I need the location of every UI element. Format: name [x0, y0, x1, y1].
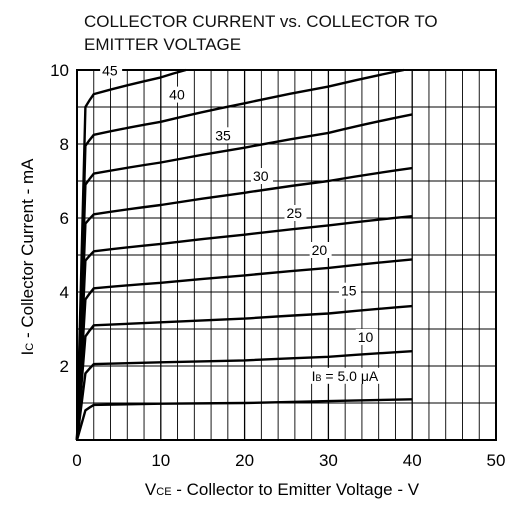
x-tick-label: 50	[487, 451, 506, 470]
plot-frame	[76, 69, 497, 441]
y-tick-label: 6	[60, 209, 69, 228]
curve-ib-30	[75, 166, 413, 441]
y-axis-label-sub: C	[24, 343, 36, 351]
curve-label: 35	[215, 127, 231, 143]
x-tick-label: 0	[72, 451, 81, 470]
y-axis-ticks: 2 4 6 8 10	[50, 61, 69, 376]
curves	[75, 68, 413, 441]
y-axis-label-main: I	[18, 351, 37, 356]
curve-label-sub: B	[316, 373, 322, 383]
curve-label-rest: = 5.0 μA	[322, 368, 379, 384]
curve-label-background	[284, 205, 307, 221]
x-tick-label: 20	[235, 451, 254, 470]
curve-ib-40	[75, 68, 405, 441]
curve-ib-5-0	[75, 398, 413, 441]
x-axis-label: VCE - Collector to Emitter Voltage - V	[145, 480, 420, 499]
x-tick-label: 30	[319, 451, 338, 470]
curve-label: 15	[341, 283, 357, 299]
y-axis-label: IC - Collector Current - mA	[18, 158, 37, 356]
x-axis-label-rest: - Collector to Emitter Voltage - V	[172, 480, 420, 499]
curve-label-text: 15	[341, 283, 357, 299]
curve-ib-45	[75, 68, 187, 441]
curve-label-text: 45	[102, 63, 118, 79]
curve-label-text: I	[312, 368, 316, 384]
curve-label-background	[100, 62, 123, 79]
curve-label-background	[338, 282, 361, 299]
chart-title: COLLECTOR CURRENT vs. COLLECTOR TO EMITT…	[84, 12, 438, 54]
curve-ib-25	[75, 215, 413, 441]
curve-label-background	[167, 86, 190, 103]
curve-ib-10	[75, 350, 413, 441]
curve-label-background	[355, 328, 378, 345]
x-tick-label: 40	[403, 451, 422, 470]
curve-label-text: 25	[287, 205, 303, 221]
curve-label-text: 35	[215, 127, 231, 143]
curve-ib-15	[75, 304, 413, 441]
curve-label: 30	[253, 168, 269, 184]
y-tick-label: 2	[60, 357, 69, 376]
curve-ib-20	[75, 258, 413, 441]
y-tick-label: 8	[60, 135, 69, 154]
curve-label-text: 30	[253, 168, 269, 184]
curve-label: IB = 5.0 μA	[312, 368, 379, 384]
curve-label: 40	[169, 87, 185, 103]
curve-label-background	[213, 127, 236, 144]
y-tick-label: 4	[60, 283, 69, 302]
y-tick-label: 10	[50, 61, 69, 80]
curve-label-text: 10	[358, 329, 374, 345]
x-axis-label-sub: CE	[156, 486, 171, 498]
curve-label-text: 20	[312, 242, 328, 258]
x-tick-label: 10	[151, 451, 170, 470]
y-axis-label-rest: - Collector Current - mA	[18, 158, 37, 343]
curve-label-text: 40	[169, 87, 185, 103]
curve-ib-35	[75, 113, 413, 441]
x-axis-label-main: V	[145, 480, 157, 499]
x-axis-ticks: 0 10 20 30 40 50	[72, 451, 505, 470]
curve-label-background	[309, 242, 332, 258]
curve-label-background	[309, 367, 394, 384]
curve-label: 45	[102, 63, 118, 79]
curve-label: 10	[358, 329, 374, 345]
curve-label-background	[250, 168, 273, 184]
curve-labels: 45 40 35 30 25 20 15 10 IB = 5.0 μA	[100, 62, 394, 384]
curve-label: 25	[287, 205, 303, 221]
curve-label: 20	[312, 242, 328, 258]
